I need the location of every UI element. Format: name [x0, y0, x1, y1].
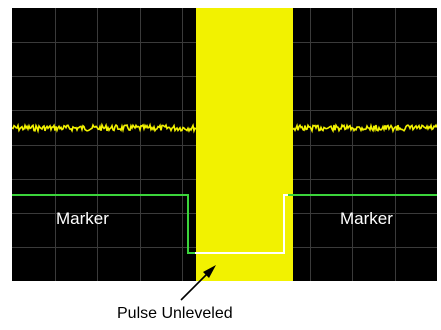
rf-carrier-trace-left — [12, 122, 197, 134]
marker-label-right: Marker — [340, 209, 393, 228]
scope-display — [12, 8, 437, 281]
rf-carrier-trace-right — [292, 122, 437, 134]
unleveled-trace — [195, 194, 288, 254]
waveform-traces — [12, 8, 437, 281]
marker-label-left: Marker — [56, 209, 109, 228]
oscilloscope-screen: Marker Marker — [12, 8, 437, 281]
rf-pulse-burst — [196, 8, 293, 281]
marker-trace — [12, 194, 195, 254]
pulse-unleveled-caption: Pulse Unleveled — [117, 305, 233, 322]
